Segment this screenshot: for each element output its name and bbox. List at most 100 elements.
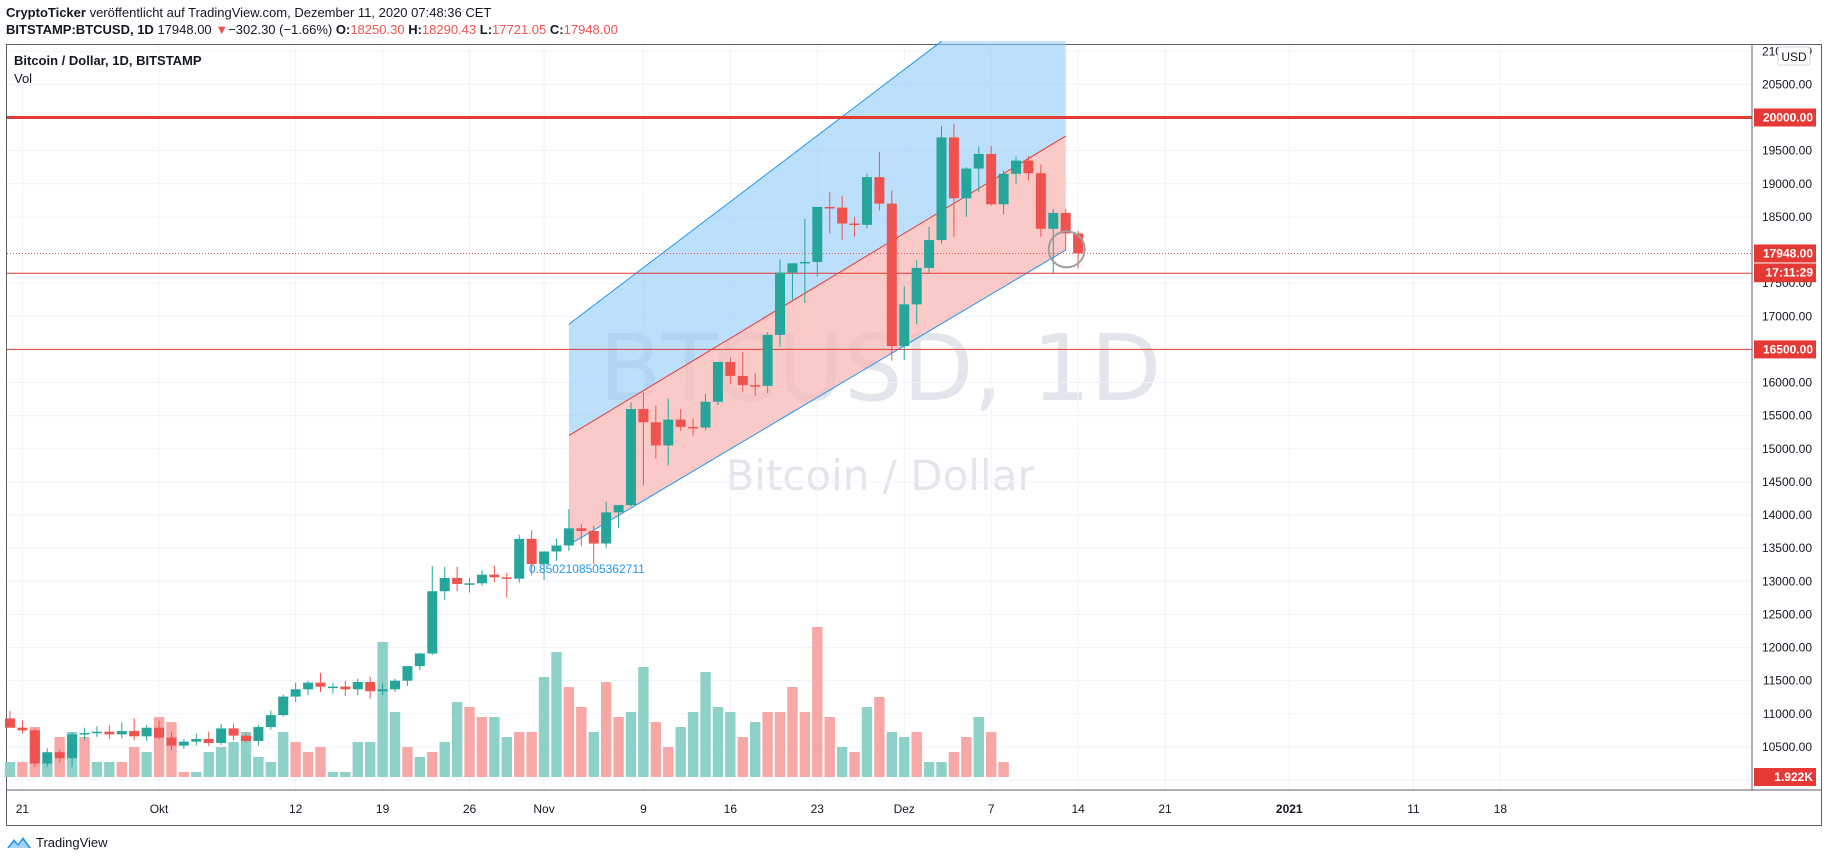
volume-bar [750, 722, 761, 777]
volume-bar [153, 717, 165, 777]
candle-body [700, 401, 711, 428]
volume-bar [116, 762, 127, 777]
last-price-tag-text: 17948.00 [1763, 246, 1813, 260]
volume-bar [762, 712, 773, 777]
candle-body [203, 738, 214, 743]
volume-bar [4, 762, 16, 777]
volume-bar [178, 772, 190, 777]
volume-bar [973, 717, 984, 777]
candle-body [1048, 212, 1059, 229]
footer: TradingView [6, 834, 108, 850]
candle-body [303, 682, 314, 690]
level-price-tag: 16500.00 [1754, 340, 1816, 359]
volume-bar [476, 717, 488, 777]
price-tick-label: 13500.00 [1762, 541, 1812, 555]
time-tick-label: 9 [640, 802, 647, 816]
time-tick-label: Dez [894, 802, 915, 816]
candle-body [501, 577, 512, 579]
countdown-tag: 17:11:29 [1754, 263, 1816, 282]
volume-bar [588, 732, 599, 777]
volume-bar [985, 732, 997, 777]
candle-body [824, 206, 835, 209]
close-value: 17948.00 [563, 22, 618, 37]
last-price: 17948.00 [157, 22, 212, 37]
candle-body [141, 727, 152, 737]
volume-bar [638, 667, 649, 777]
candle-body [650, 422, 661, 446]
candle-body [588, 530, 599, 544]
candle-body [799, 261, 810, 264]
candle-body [178, 741, 189, 746]
candle-body [464, 583, 475, 585]
candle-body [936, 137, 947, 241]
volume-bar [886, 732, 898, 777]
price-tick-label: 15000.00 [1762, 442, 1812, 456]
price-tick-label: 14500.00 [1762, 475, 1812, 489]
volume-bar [774, 712, 786, 777]
candle-body [340, 686, 351, 690]
candle-body [402, 666, 413, 681]
volume-bar [625, 712, 637, 777]
volume-bar [489, 717, 500, 777]
candle-body [948, 137, 959, 199]
time-tick-label: 11 [1407, 802, 1420, 816]
volume-bar [911, 732, 922, 777]
candle-body [489, 574, 500, 578]
circle-marker [1047, 230, 1086, 269]
channel-upper-line [568, 40, 942, 325]
volume-bar [514, 732, 525, 777]
candle-body [737, 375, 748, 386]
volume-bar [427, 752, 438, 777]
candle-body [315, 682, 326, 687]
chart-header: CryptoTicker veröffentlicht auf TradingV… [6, 4, 618, 38]
volume-indicator-label[interactable]: Vol [14, 71, 33, 86]
candle-body [663, 419, 674, 446]
price-tick-label: 12500.00 [1762, 607, 1812, 621]
volume-bar [464, 707, 475, 777]
price-tick-label: 17000.00 [1762, 309, 1812, 323]
price-tick-label: 16000.00 [1762, 376, 1812, 390]
candle-body [191, 738, 202, 742]
time-tick-label: 2021 [1276, 802, 1303, 816]
candle-body [278, 696, 289, 716]
candle-body [67, 734, 78, 759]
price-tick-label: 14000.00 [1762, 508, 1812, 522]
volume-bar [352, 742, 363, 777]
candle-body [17, 727, 28, 731]
countdown-tag-bg [1754, 263, 1816, 282]
price-tick-label: 12000.00 [1762, 641, 1812, 655]
high-label: H: [408, 22, 422, 37]
volume-bars [4, 627, 1009, 777]
candle-body [414, 653, 425, 667]
candle-body [688, 426, 699, 429]
price-tick-label: 11500.00 [1763, 674, 1812, 688]
horizontal-levels[interactable] [7, 116, 1752, 350]
volume-bar [650, 722, 662, 777]
candle-body [352, 682, 363, 690]
volume-bar [265, 762, 277, 777]
volume-bar [91, 762, 103, 777]
candle-body [849, 223, 860, 226]
candle-body [526, 538, 537, 565]
time-tick-label: 21 [1158, 802, 1172, 816]
volume-bar [141, 752, 152, 777]
volume-bar [290, 742, 301, 777]
series-legend: Bitcoin / Dollar, 1D, BITSTAMP Vol [14, 52, 202, 88]
level-price-tag-text: 16500.00 [1763, 342, 1813, 356]
time-tick-label: 26 [463, 802, 477, 816]
volume-bar [675, 727, 686, 777]
candle-body [54, 752, 65, 759]
publish-info: CryptoTicker veröffentlicht auf TradingV… [6, 4, 618, 21]
candle-body [240, 735, 251, 741]
volume-bar [899, 737, 910, 777]
candle-body [1060, 212, 1071, 234]
volume-bar [948, 752, 960, 777]
last-price-tag-bg [1754, 244, 1816, 263]
low-label: L: [479, 22, 493, 37]
volume-bar [315, 747, 326, 777]
candle-body [899, 304, 910, 347]
volume-bar [203, 752, 214, 777]
volume-bar [526, 732, 537, 777]
candle-body [712, 361, 723, 402]
